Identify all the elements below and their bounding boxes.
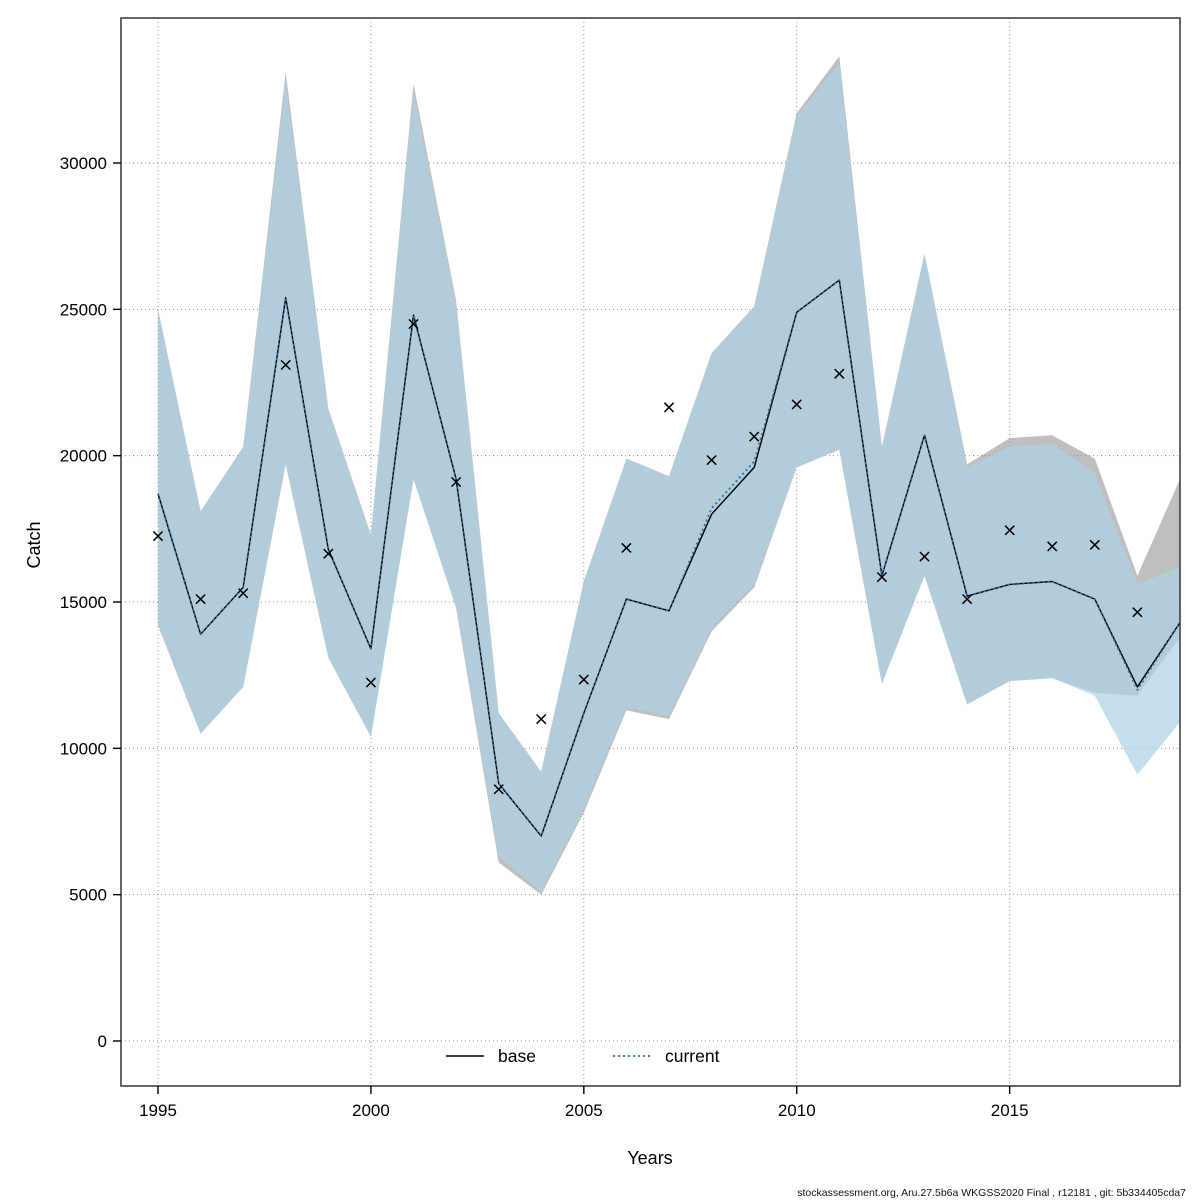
y-tick-label: 5000 — [69, 886, 107, 905]
plot-frame — [120, 17, 1181, 1087]
observation-marker — [749, 431, 760, 442]
observation-marker — [365, 677, 377, 688]
x-tick-label: 2015 — [991, 1101, 1029, 1120]
observation-marker — [578, 674, 589, 685]
current-ci-band — [158, 63, 1180, 892]
observation-marker — [1132, 607, 1143, 618]
x-tick-label: 2005 — [565, 1101, 603, 1120]
observation-marker — [961, 593, 973, 605]
y-tick-label: 30000 — [60, 154, 107, 173]
observation-marker — [834, 368, 845, 379]
observation-marker — [663, 402, 675, 413]
axis-tick-layer — [113, 162, 1011, 1094]
observation-marker — [536, 713, 547, 725]
x-tick-label: 2000 — [352, 1101, 390, 1120]
observation-marker — [621, 542, 632, 554]
confidence-band-layer — [158, 56, 1180, 895]
y-tick-label: 15000 — [60, 593, 107, 612]
observation-marker — [706, 454, 717, 466]
observation-marker — [450, 476, 462, 488]
observation-marker — [1089, 539, 1100, 551]
y-tick-label: 0 — [98, 1032, 107, 1051]
observation-marker-layer — [152, 318, 1143, 795]
y-tick-label: 10000 — [60, 739, 107, 758]
x-axis-title: Years — [627, 1148, 672, 1168]
x-tick-label: 2010 — [778, 1101, 816, 1120]
series-line-layer — [157, 279, 1180, 837]
y-tick-label: 25000 — [60, 300, 107, 319]
observation-marker — [919, 551, 930, 562]
observation-marker — [876, 571, 888, 583]
base-line — [157, 279, 1180, 837]
observation-marker — [1047, 541, 1058, 552]
y-axis-title: Catch — [24, 521, 44, 568]
observation-marker — [791, 399, 802, 410]
observation-marker — [323, 548, 334, 559]
observation-marker — [1004, 525, 1015, 536]
legend-base-label: base — [498, 1046, 536, 1066]
legend: base current — [446, 1046, 720, 1066]
y-tick-label: 20000 — [60, 447, 107, 466]
x-tick-label: 1995 — [139, 1101, 177, 1120]
observation-marker — [280, 359, 291, 371]
observation-marker — [493, 784, 504, 795]
observation-marker — [408, 318, 419, 330]
footer-note: stockassessment.org, Aru.27.5b6a WKGSS20… — [797, 1187, 1186, 1199]
observation-marker — [238, 588, 249, 599]
observation-marker — [152, 530, 164, 542]
axis-tick-label-layer: 0 5000 10000 15000 20000 25000 30000 1995 2000 20… — [60, 154, 1029, 1120]
observation-marker — [195, 593, 206, 605]
legend-current-label: current — [665, 1046, 720, 1066]
